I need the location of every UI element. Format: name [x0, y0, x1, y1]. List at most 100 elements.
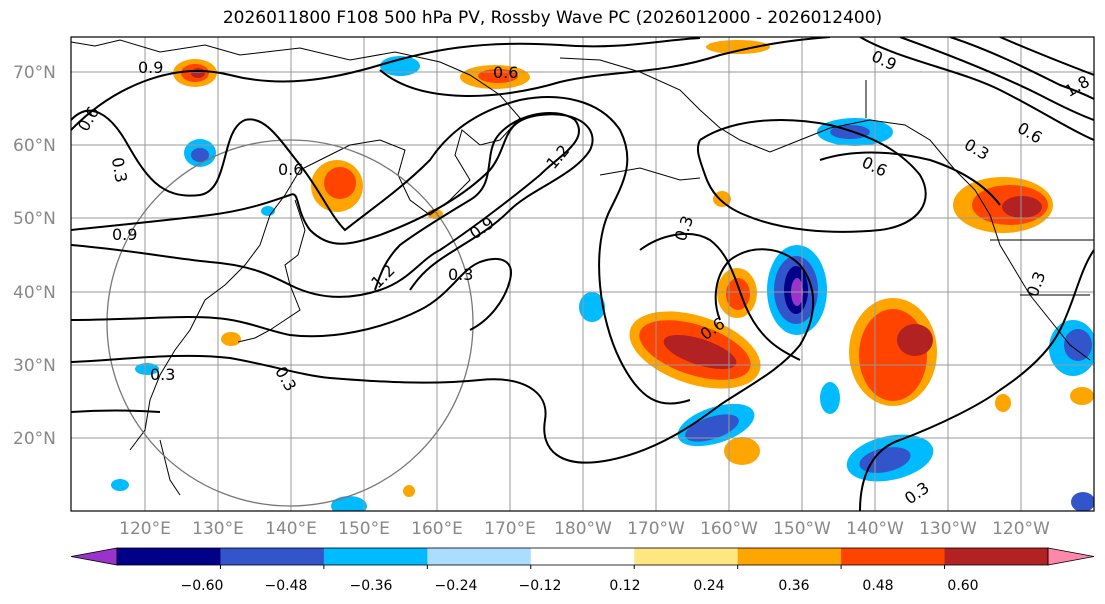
colorbar-extend-max	[1047, 547, 1095, 566]
coastline-aleutians	[599, 167, 701, 181]
colorbar-segment	[634, 548, 739, 565]
lat-label: 60°N	[13, 136, 56, 156]
lon-label: 170°W	[627, 519, 685, 539]
colorbar-segment	[427, 548, 532, 565]
colorbar-tick-label: −0.24	[435, 578, 478, 594]
lon-label: 140°E	[265, 519, 317, 539]
latitude-labels: 70°N 60°N 50°N 40°N 30°N 20°N	[13, 63, 56, 449]
colorbar-segment	[117, 548, 221, 565]
lat-label: 20°N	[13, 429, 56, 449]
colorbar-segment	[944, 548, 1049, 565]
pv-contour-0p9-main	[71, 113, 594, 291]
coastline-asia	[71, 39, 521, 451]
colorbar-tick-label: 0.48	[862, 578, 893, 594]
anomaly-negative	[380, 56, 420, 76]
anomaly-negative	[579, 292, 605, 322]
pv-contour-0p3-south	[71, 248, 815, 464]
anomaly-positive	[191, 68, 205, 78]
anomaly-positive	[403, 485, 415, 497]
colorbar	[70, 547, 1095, 569]
pv-contour-0p6-east	[696, 119, 927, 233]
colorbar-tick-label: −0.12	[519, 578, 562, 594]
lon-label: 120°W	[992, 519, 1050, 539]
pv-contour-0p6-center	[639, 232, 801, 361]
pv-contour-0p3-mid	[71, 258, 512, 338]
anomaly-negative	[331, 496, 367, 511]
coastlines	[71, 39, 1094, 496]
lon-label: 130°W	[919, 519, 977, 539]
map-frame	[70, 36, 1095, 512]
anomaly-negative	[191, 148, 209, 162]
colorbar-tick-label: 0.36	[778, 578, 809, 594]
pv-contour-0p3-ne	[819, 151, 1001, 206]
lat-label: 50°N	[13, 209, 56, 229]
reference-circle	[106, 139, 474, 507]
contour-label: 0.3	[108, 156, 131, 184]
anomaly-positive	[726, 278, 750, 310]
anomaly-positive	[706, 40, 770, 54]
colorbar-segment	[323, 548, 428, 565]
lat-label: 70°N	[13, 63, 56, 83]
pv-contour-0p3-se	[859, 249, 1094, 511]
colorbar-extend-min	[70, 547, 118, 566]
anomaly-negative	[111, 479, 129, 491]
anomaly-positive	[713, 191, 731, 207]
colorbar-tick-label: −0.60	[181, 578, 224, 594]
lat-label: 30°N	[13, 356, 56, 376]
contour-label: 0.3	[150, 365, 175, 384]
coastline-japan	[237, 199, 306, 343]
anomaly-positive	[324, 167, 356, 199]
lon-label: 150°E	[338, 519, 390, 539]
colorbar-tick-label: 0.12	[609, 578, 640, 594]
pv-contour-1p2	[71, 112, 581, 298]
lat-label: 40°N	[13, 283, 56, 303]
colorbar-tick-label: −0.36	[350, 578, 393, 594]
anomaly-positive	[663, 334, 737, 370]
pv-contour-0p6-north	[379, 37, 831, 97]
lon-label: 160°W	[700, 519, 758, 539]
lon-label: 150°W	[773, 519, 831, 539]
colorbar-frame	[116, 547, 1049, 566]
colorbar-tick-label: −0.48	[265, 578, 308, 594]
anomaly-positive	[897, 324, 933, 356]
anomaly-shading	[111, 40, 1094, 511]
coastline-north-america	[559, 57, 1091, 361]
colorbar-segment	[841, 548, 946, 565]
lon-label: 170°E	[484, 519, 536, 539]
political-borders	[865, 80, 1094, 296]
lon-label: 120°E	[119, 519, 171, 539]
contour-label: 0.3	[448, 265, 473, 284]
pv-contour-0p3-west	[71, 409, 161, 413]
contour-label: 0.9	[138, 58, 163, 77]
pv-contour-0p6-main	[71, 96, 691, 405]
anomaly-negative	[135, 363, 159, 375]
anomaly-positive	[1070, 387, 1094, 405]
pv-contour-0p9-ne	[859, 37, 1094, 141]
lon-label: 130°E	[192, 519, 244, 539]
contour-label: 0.9	[112, 225, 137, 244]
colorbar-tick-labels: −0.60 −0.48 −0.36 −0.24 −0.12 0.12 0.24 …	[181, 578, 979, 594]
contour-label: 0.6	[278, 160, 303, 179]
pv-contour-0p9-north	[71, 37, 701, 131]
anomaly-positive	[221, 332, 241, 346]
contour-label: 0.6	[493, 63, 518, 82]
colorbar-segment	[220, 548, 325, 565]
pv-contours	[71, 37, 1094, 511]
anomaly-negative	[1064, 329, 1092, 361]
lon-label: 180°W	[554, 519, 612, 539]
anomaly-negative	[1071, 492, 1094, 511]
pv-contour-1p8	[899, 37, 1094, 121]
lon-label: 160°E	[411, 519, 463, 539]
lon-label: 140°W	[846, 519, 904, 539]
colorbar-segment	[737, 548, 842, 565]
anomaly-positive	[995, 394, 1011, 412]
anomaly-negative	[685, 414, 739, 442]
anomaly-positive	[1002, 196, 1042, 218]
colorbar-tick-label: 0.24	[693, 578, 724, 594]
longitude-labels: 120°E 130°E 140°E 150°E 160°E 170°E 180°…	[119, 519, 1050, 539]
colorbar-segment	[530, 548, 635, 565]
pv-contour-ne-3	[999, 37, 1094, 76]
colorbar-tick-label: 0.60	[947, 578, 978, 594]
coastline-philippines	[159, 439, 181, 496]
anomaly-negative	[859, 447, 911, 473]
